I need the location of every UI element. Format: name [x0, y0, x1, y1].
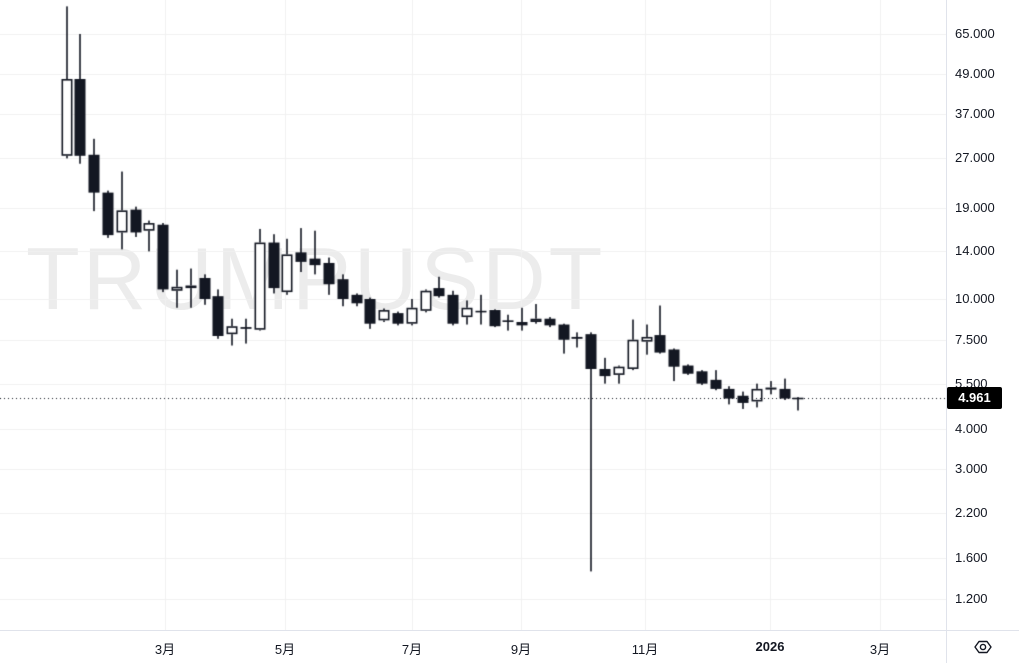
price-tick-label: 10.000 — [955, 291, 995, 306]
time-axis-separator — [0, 630, 1019, 631]
price-tick-label: 37.000 — [955, 105, 995, 121]
price-tick-label: 7.500 — [955, 331, 988, 347]
price-tick-label: 65.000 — [955, 25, 995, 41]
time-tick-label: 3月 — [869, 642, 891, 657]
price-tick-label: 3.000 — [955, 461, 988, 477]
price-axis[interactable]: 4.961 65.000 49.000 37.000 27.000 19.000 14.0… — [947, 0, 1019, 630]
price-tick-label: 1.600 — [955, 550, 988, 566]
price-tick-label: 19.000 — [955, 200, 995, 216]
candlestick-chart-canvas[interactable] — [0, 0, 946, 630]
time-tick-label: 11月 — [631, 642, 659, 657]
price-tick-label: 5.500 — [955, 375, 988, 391]
time-tick-label: 3月 — [154, 642, 176, 657]
time-tick-label: 2026 — [755, 639, 785, 654]
price-tick-label: 49.000 — [955, 65, 995, 81]
time-axis[interactable]: 3月 5月 7月 9月 11月 2026 3月 — [0, 631, 946, 663]
current-price-badge: 4.961 — [947, 387, 1002, 410]
time-tick-label: 7月 — [401, 642, 423, 657]
price-tick-label: 1.200 — [955, 591, 988, 607]
price-tick-label: 27.000 — [955, 150, 995, 166]
price-tick-label: 2.200 — [955, 505, 988, 521]
price-tick-label: 14.000 — [955, 243, 995, 259]
axis-corner[interactable] — [947, 631, 1019, 663]
time-tick-label: 5月 — [274, 642, 296, 657]
price-scale-eye-icon[interactable] — [972, 636, 994, 658]
time-tick-label: 9月 — [510, 642, 532, 657]
price-tick-label: 4.000 — [955, 420, 988, 436]
price-axis-separator — [946, 0, 947, 663]
